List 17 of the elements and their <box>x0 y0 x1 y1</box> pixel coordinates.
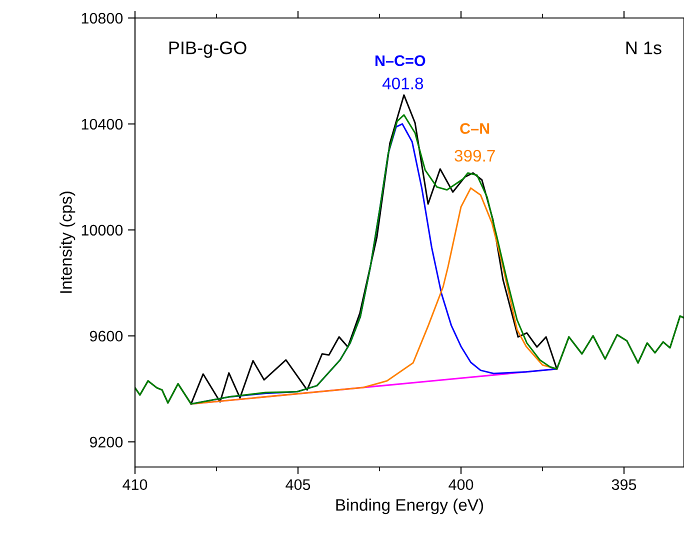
annotation: 399.7 <box>454 150 495 162</box>
x-axis-title: Binding Energy (eV) <box>336 498 484 514</box>
x-tick-label: 395 <box>612 479 636 490</box>
y-axis-title: Intensity (cps) <box>60 192 76 293</box>
annotation: PIB-g-GO <box>169 41 246 58</box>
x-tick-label: 400 <box>448 479 474 490</box>
annotation: C–N <box>460 123 490 134</box>
y-tick-label: 10000 <box>82 224 123 236</box>
y-tick-label: 10400 <box>82 118 123 130</box>
annotation: N–C=O <box>376 55 426 66</box>
annotation: N 1s <box>626 42 662 54</box>
y-tick-label: 9600 <box>90 330 123 342</box>
y-tick-label: 9200 <box>90 436 123 448</box>
x-tick-label: 405 <box>286 479 310 490</box>
x-tick-label: 410 <box>122 479 148 490</box>
y-tick-label: 10800 <box>82 12 123 24</box>
annotation: 401.8 <box>382 78 424 90</box>
